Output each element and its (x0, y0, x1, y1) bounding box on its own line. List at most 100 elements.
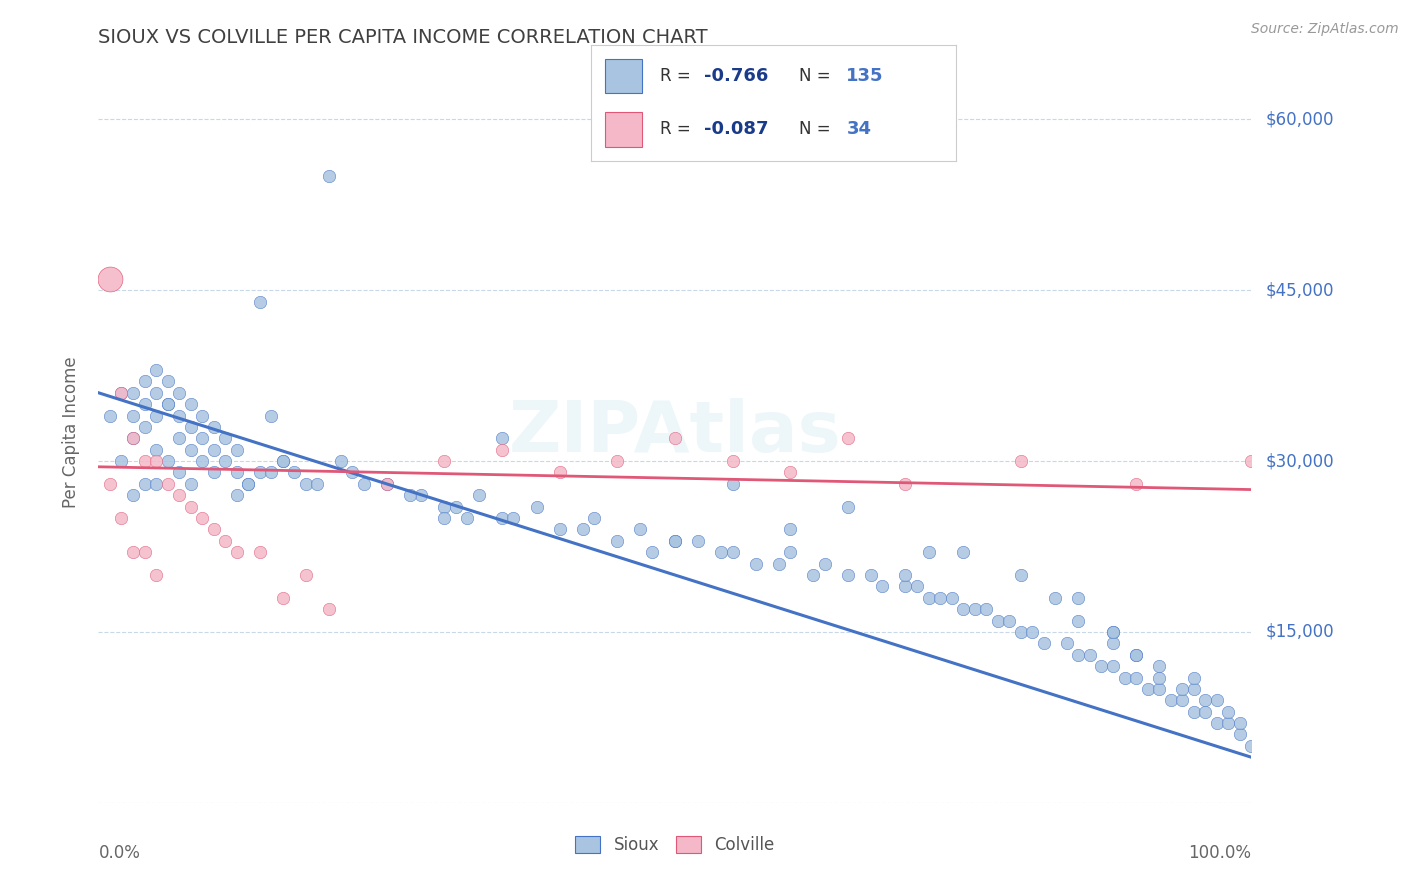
Point (134, 397, 156, 411)
Point (837, 431, 859, 445)
Point (260, 409, 283, 423)
Point (202, 466, 225, 480)
Point (180, 420, 202, 434)
Point (502, 511, 524, 525)
Text: 0.0%: 0.0% (98, 844, 141, 862)
Point (1010, 454, 1032, 468)
Text: ZIPAtlas: ZIPAtlas (509, 398, 841, 467)
Point (1056, 636, 1078, 650)
Point (145, 454, 167, 468)
Point (1090, 659, 1112, 673)
Point (491, 431, 513, 445)
Point (1218, 716, 1240, 731)
Point (156, 397, 179, 411)
Point (1067, 591, 1090, 605)
Point (548, 523, 571, 537)
Point (1194, 705, 1216, 719)
Point (583, 511, 606, 525)
Point (1067, 648, 1090, 662)
Point (1125, 648, 1147, 662)
Point (894, 568, 917, 582)
Point (214, 533, 236, 548)
Point (134, 476, 156, 491)
Point (191, 454, 214, 468)
Point (917, 545, 939, 559)
Point (271, 454, 294, 468)
Point (225, 545, 247, 559)
Point (225, 442, 247, 457)
Point (779, 523, 801, 537)
Point (295, 476, 318, 491)
Point (398, 488, 420, 502)
Point (1125, 671, 1147, 685)
Point (214, 454, 236, 468)
Point (491, 511, 513, 525)
Point (1010, 624, 1032, 639)
Point (145, 363, 167, 377)
Point (628, 523, 651, 537)
Point (1136, 681, 1159, 696)
Point (952, 545, 974, 559)
Point (167, 488, 190, 502)
Point (801, 568, 824, 582)
Point (307, 476, 329, 491)
Point (710, 545, 733, 559)
Point (1021, 624, 1043, 639)
Point (571, 523, 593, 537)
Point (1205, 693, 1227, 707)
Point (156, 375, 179, 389)
Point (526, 500, 548, 514)
Text: Source: ZipAtlas.com: Source: ZipAtlas.com (1251, 22, 1399, 37)
Point (1045, 591, 1067, 605)
Point (779, 466, 801, 480)
Point (456, 511, 478, 525)
Text: -0.766: -0.766 (704, 67, 768, 85)
Point (664, 533, 686, 548)
Point (122, 385, 145, 400)
Point (641, 545, 664, 559)
Point (468, 488, 491, 502)
Point (433, 500, 456, 514)
Text: 100.0%: 100.0% (1188, 844, 1251, 862)
Point (433, 511, 456, 525)
Point (1114, 671, 1136, 685)
Point (98, 272, 121, 286)
Point (1125, 476, 1147, 491)
Point (295, 568, 318, 582)
Text: -0.087: -0.087 (704, 120, 768, 138)
Text: 135: 135 (846, 67, 884, 85)
Text: SIOUX VS COLVILLE PER CAPITA INCOME CORRELATION CHART: SIOUX VS COLVILLE PER CAPITA INCOME CORR… (98, 28, 709, 47)
Point (1194, 693, 1216, 707)
Point (894, 476, 917, 491)
Point (1160, 693, 1182, 707)
Point (433, 454, 456, 468)
Point (156, 454, 179, 468)
Point (1102, 659, 1125, 673)
Text: $15,000: $15,000 (1265, 623, 1334, 641)
Point (686, 533, 709, 548)
Point (721, 476, 744, 491)
Point (814, 557, 837, 571)
Point (941, 591, 963, 605)
Point (145, 409, 167, 423)
Point (180, 442, 202, 457)
Point (491, 442, 513, 457)
Point (721, 545, 744, 559)
Point (1205, 716, 1227, 731)
Point (249, 466, 271, 480)
Point (180, 500, 202, 514)
Point (145, 476, 167, 491)
Point (122, 488, 145, 502)
Text: $45,000: $45,000 (1265, 281, 1334, 299)
Point (1067, 614, 1090, 628)
Point (134, 375, 156, 389)
Point (238, 476, 260, 491)
Point (894, 579, 917, 593)
Point (1010, 568, 1032, 582)
Point (1240, 739, 1263, 753)
Point (180, 397, 202, 411)
Point (202, 420, 225, 434)
Point (318, 602, 340, 616)
Point (260, 466, 283, 480)
Text: 34: 34 (846, 120, 872, 138)
